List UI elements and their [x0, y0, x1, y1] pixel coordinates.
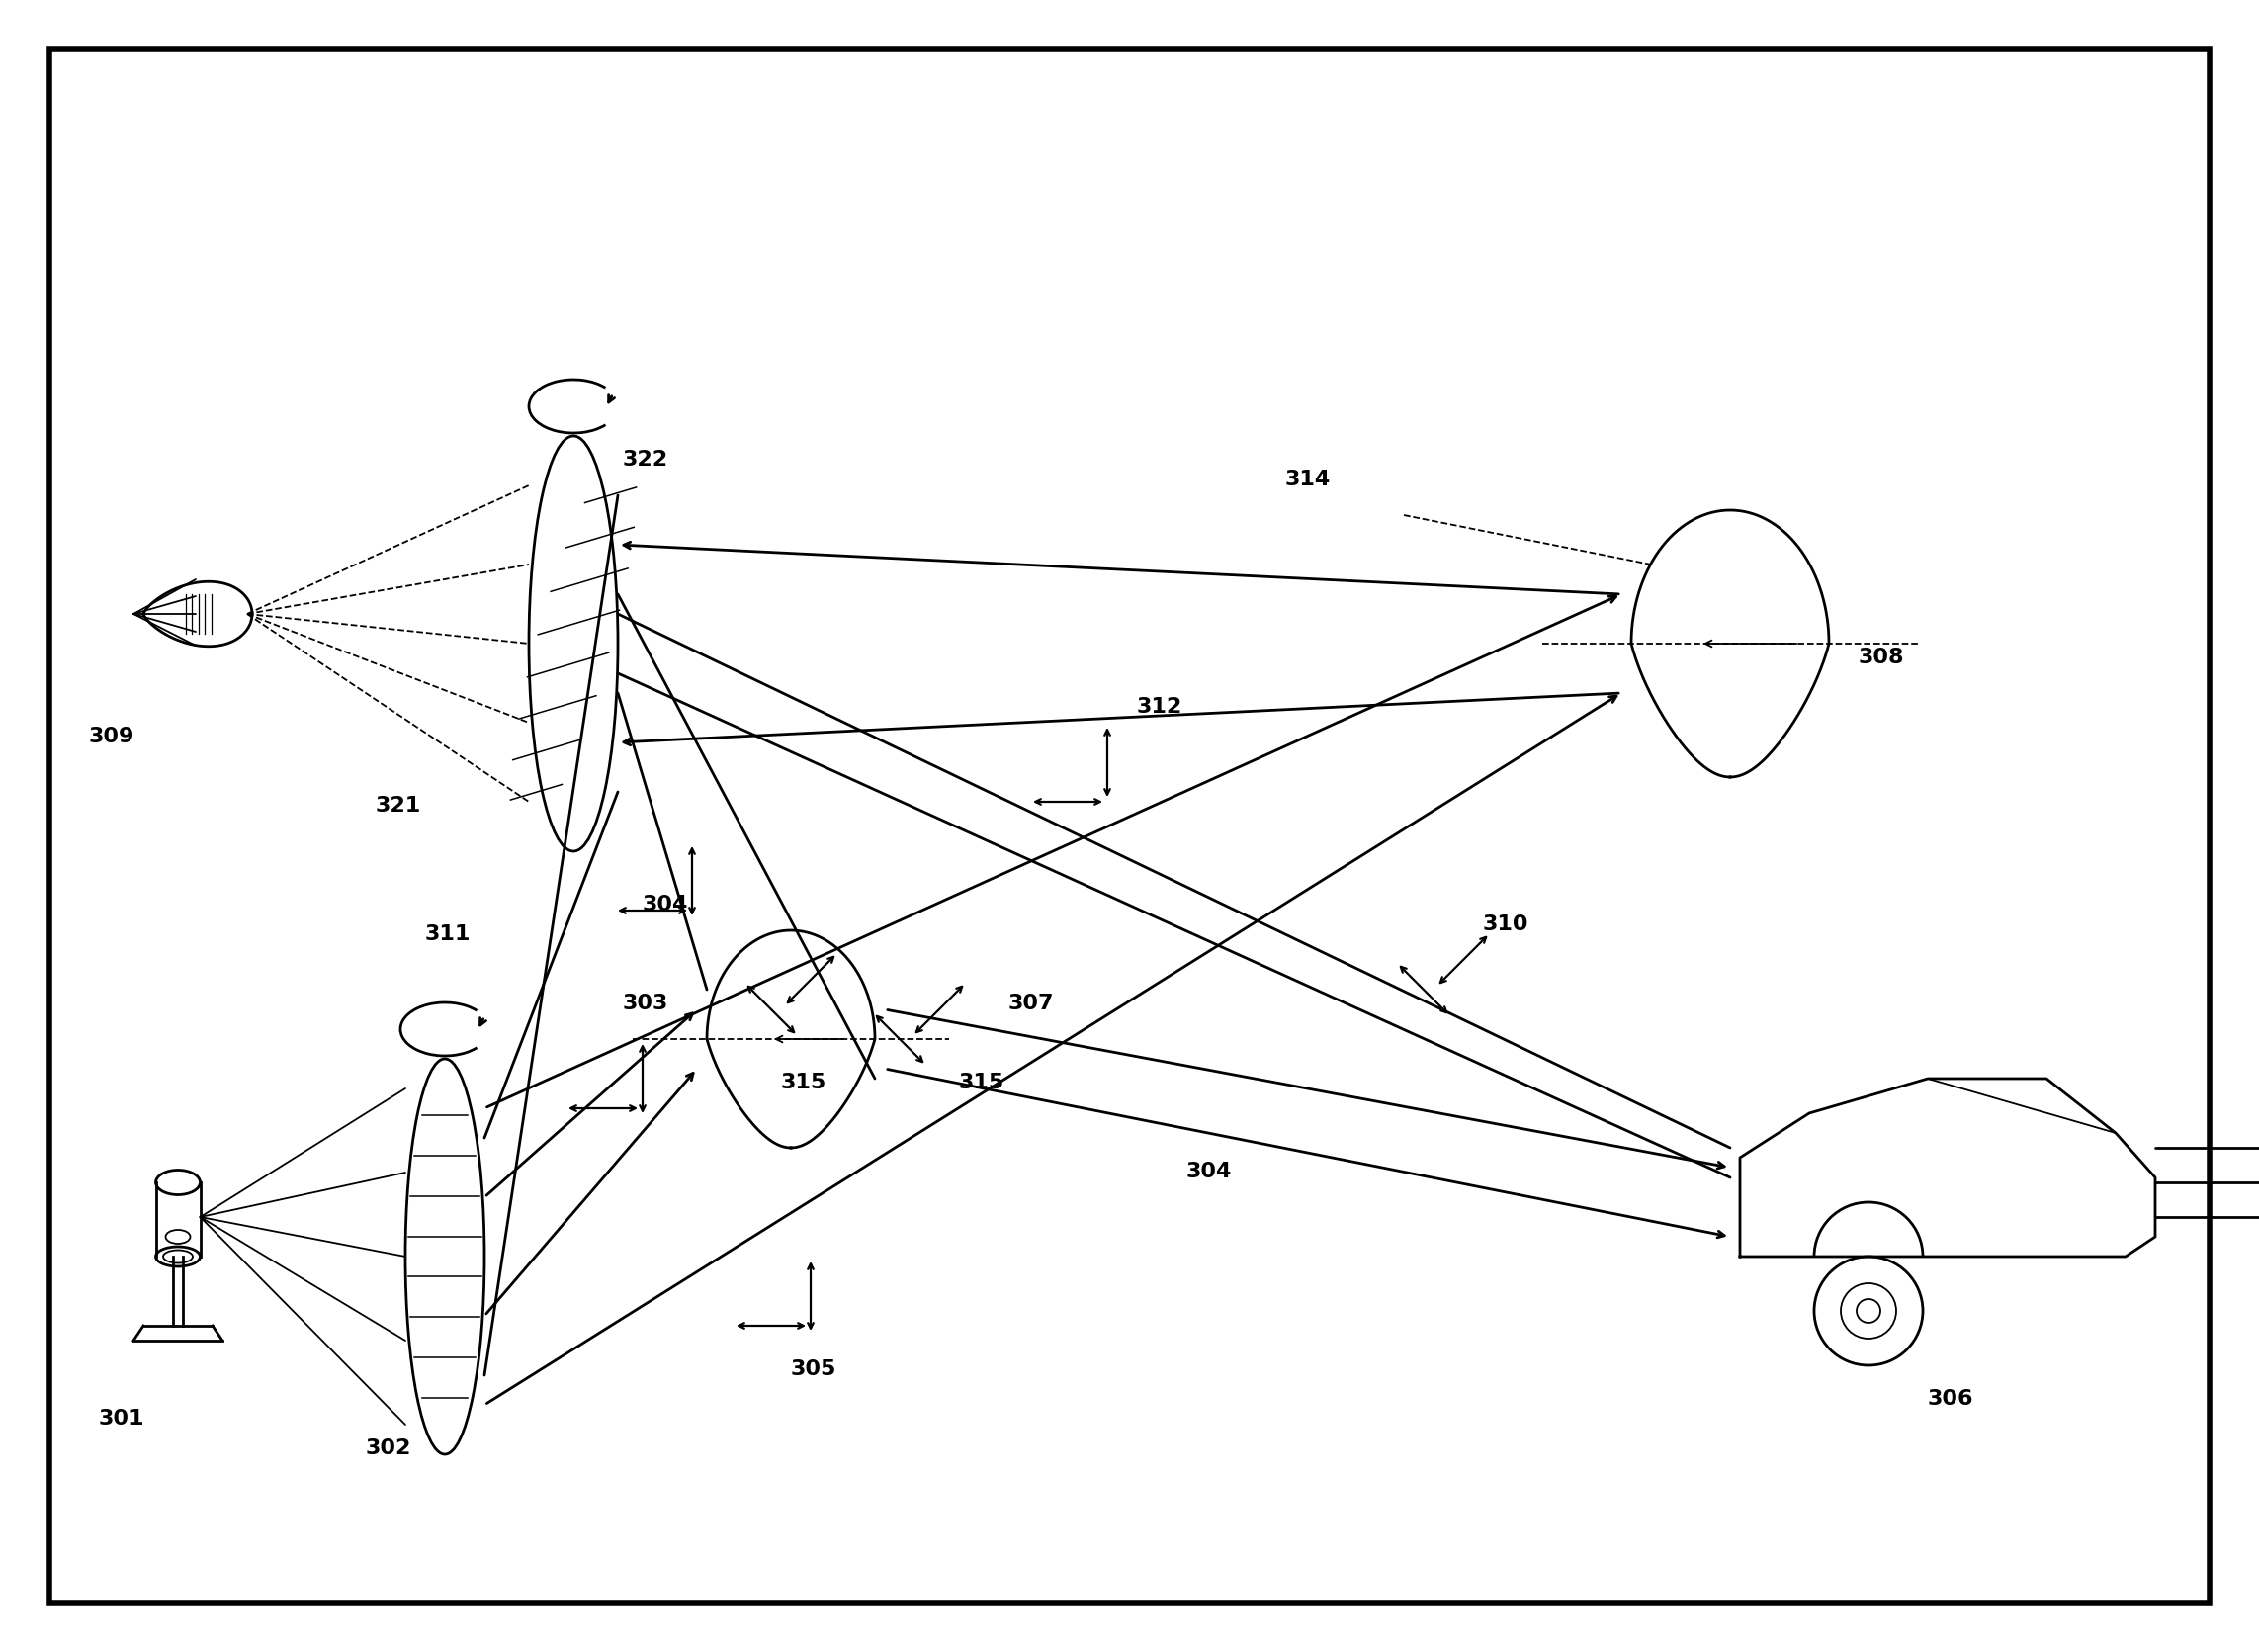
- Text: 305: 305: [791, 1360, 836, 1379]
- Text: 308: 308: [1859, 648, 1904, 667]
- Text: 311: 311: [425, 925, 470, 945]
- Text: 304: 304: [1186, 1161, 1231, 1181]
- Text: 309: 309: [88, 727, 136, 747]
- Text: 302: 302: [366, 1439, 411, 1459]
- Text: 321: 321: [375, 796, 422, 816]
- Text: 312: 312: [1136, 697, 1184, 717]
- Text: 306: 306: [1927, 1389, 1974, 1409]
- Text: 304: 304: [642, 895, 689, 915]
- Text: 310: 310: [1482, 915, 1529, 935]
- Text: 303: 303: [623, 993, 669, 1013]
- Text: 315: 315: [960, 1072, 1005, 1092]
- Text: 322: 322: [623, 449, 669, 469]
- Text: 301: 301: [99, 1409, 145, 1429]
- Text: 307: 307: [1008, 993, 1055, 1013]
- Text: 314: 314: [1285, 469, 1331, 489]
- Text: 315: 315: [782, 1072, 827, 1092]
